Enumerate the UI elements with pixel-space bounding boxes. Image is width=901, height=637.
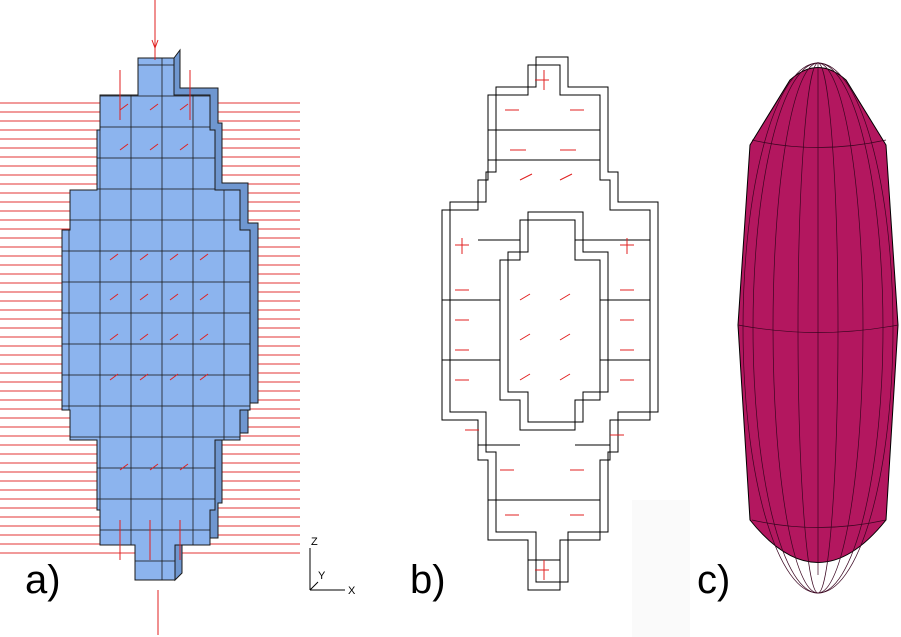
figure: Z Y X a) b) c) (0, 0, 901, 637)
panel-label: a) (25, 558, 61, 602)
force-arrows (455, 70, 634, 580)
axis-label: Z (311, 536, 318, 548)
background-patch (632, 500, 690, 637)
wireframe-model (442, 57, 658, 590)
axis-label: Y (318, 570, 326, 582)
axis-triad: Z Y X (310, 536, 356, 597)
panel-label: c) (697, 558, 730, 602)
axis-label: X (348, 585, 356, 597)
voxel-model (0, 0, 300, 635)
smooth-body (738, 62, 898, 593)
panel-label: b) (410, 558, 446, 602)
